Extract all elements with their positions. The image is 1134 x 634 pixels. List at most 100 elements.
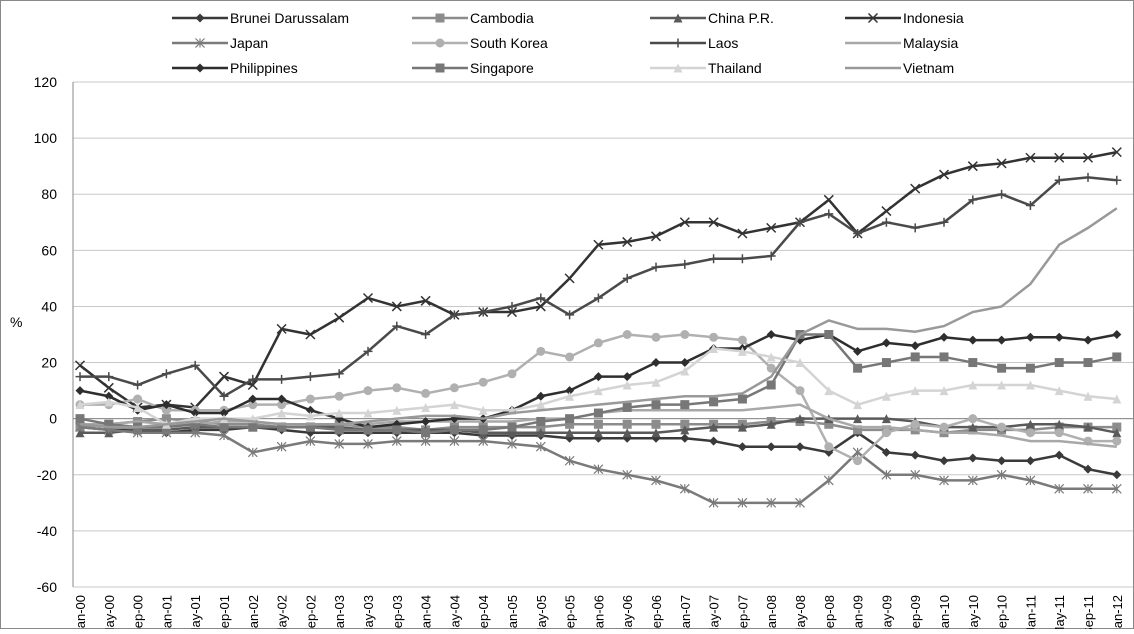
marker	[1025, 475, 1036, 486]
marker	[392, 425, 402, 435]
marker	[853, 346, 863, 356]
marker	[435, 63, 445, 73]
marker	[277, 408, 287, 418]
legend-label: Japan	[230, 35, 268, 51]
x-tick-label: Sep-07	[735, 595, 750, 629]
x-tick-label: May-00	[102, 595, 117, 629]
marker	[709, 254, 719, 264]
x-tick-label: Sep-01	[217, 595, 232, 629]
marker	[680, 358, 690, 368]
marker	[75, 386, 85, 396]
marker	[910, 419, 920, 429]
marker	[910, 450, 920, 460]
marker	[104, 372, 114, 382]
marker	[219, 430, 229, 441]
marker	[673, 13, 683, 23]
marker	[449, 310, 459, 320]
y-tick-label: 40	[41, 298, 57, 314]
marker	[968, 358, 978, 368]
marker	[997, 189, 1007, 199]
marker	[622, 330, 632, 339]
x-tick-label: Sep-06	[649, 595, 664, 629]
marker	[1112, 470, 1122, 480]
marker	[535, 301, 546, 312]
marker	[622, 236, 633, 247]
marker	[449, 425, 459, 435]
marker	[766, 497, 777, 508]
marker	[593, 372, 603, 382]
marker	[651, 377, 661, 387]
legend-label: Cambodia	[470, 10, 534, 26]
y-tick-label: 120	[34, 74, 58, 90]
marker	[593, 428, 603, 438]
marker	[1054, 175, 1064, 185]
y-tick-label: 80	[41, 186, 57, 202]
marker	[650, 231, 662, 242]
marker	[881, 206, 892, 217]
x-tick-label: May-01	[188, 595, 203, 629]
marker	[1054, 152, 1065, 163]
legend-item: Japan	[172, 35, 268, 51]
marker	[507, 428, 517, 438]
marker	[195, 38, 205, 48]
marker	[536, 293, 546, 303]
x-tick-label: Jan-08	[764, 595, 779, 629]
marker	[766, 352, 776, 362]
marker	[766, 251, 776, 261]
marker	[824, 209, 834, 219]
marker	[997, 456, 1007, 466]
x-tick-label: Sep-05	[563, 595, 578, 629]
marker	[104, 391, 114, 401]
marker	[305, 372, 315, 382]
marker	[190, 360, 200, 370]
marker	[363, 438, 373, 449]
marker	[334, 391, 344, 401]
marker	[565, 414, 575, 424]
marker	[363, 408, 373, 418]
x-tick-label: Sep-10	[995, 595, 1010, 629]
marker	[680, 425, 690, 435]
marker	[421, 388, 431, 398]
marker	[277, 374, 287, 384]
marker	[709, 397, 719, 407]
marker	[968, 453, 978, 463]
marker	[881, 338, 891, 348]
marker	[853, 456, 863, 466]
marker	[1025, 419, 1035, 429]
marker	[622, 428, 632, 438]
marker	[881, 447, 891, 457]
marker	[1083, 335, 1093, 345]
marker	[478, 377, 488, 387]
y-tick-label: 60	[41, 242, 57, 258]
x-tick-label: Sep-08	[822, 595, 837, 629]
legend-item: Indonesia	[845, 10, 964, 26]
marker	[766, 380, 776, 390]
marker	[766, 330, 776, 339]
marker	[75, 428, 85, 438]
legend-label: China P.R.	[708, 10, 774, 26]
marker	[195, 13, 205, 23]
marker	[334, 438, 345, 449]
marker	[334, 369, 344, 379]
marker	[392, 383, 402, 393]
marker	[449, 436, 460, 447]
marker	[679, 217, 690, 228]
marker	[853, 425, 863, 435]
x-tick-label: Jan-00	[73, 595, 88, 629]
marker	[536, 346, 546, 356]
legend-item: Laos	[650, 35, 738, 51]
marker	[507, 438, 517, 449]
marker	[853, 414, 863, 424]
y-tick-label: 100	[34, 130, 58, 146]
marker	[852, 447, 863, 458]
x-tick-label: May-03	[361, 595, 376, 629]
marker	[305, 394, 315, 404]
x-tick-label: Jan-06	[591, 595, 606, 629]
marker	[565, 391, 575, 401]
marker	[1083, 422, 1093, 432]
marker	[709, 436, 719, 446]
marker	[478, 425, 488, 435]
marker	[277, 422, 287, 432]
legend-item: Philippines	[172, 60, 298, 76]
